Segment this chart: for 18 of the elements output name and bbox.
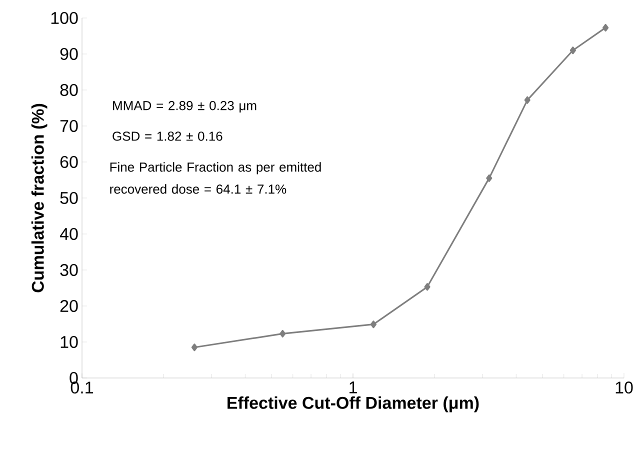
y-tick-label: 30: [60, 264, 78, 276]
y-tick-label: 20: [60, 300, 78, 312]
y-tick-label: 10: [60, 336, 78, 348]
y-tick-label: 70: [60, 120, 78, 132]
y-tick-label: 60: [60, 156, 78, 168]
annotation: GSD = 1.82 ± 0.16: [112, 132, 222, 141]
y-axis-title: Cumulative fraction (%): [31, 104, 48, 292]
annotation: Fine Particle Fraction as per emitted recovered dose = 64.1 ± 7.1%: [110, 162, 321, 194]
x-axis-title: Effective Cut-Off Diameter (μm): [228, 396, 479, 412]
y-tick-label: 100: [51, 12, 78, 24]
y-tick-label: 40: [60, 228, 78, 240]
y-tick-label: 50: [60, 192, 78, 204]
x-tick-label: 1: [350, 382, 357, 394]
y-tick-label: 90: [60, 48, 78, 60]
x-tick-label: 10: [616, 382, 633, 394]
y-tick-label: 80: [60, 84, 78, 96]
x-tick-label: 0.1: [70, 382, 93, 394]
annotation: MMAD = 2.89 ± 0.23 μm: [113, 100, 256, 113]
